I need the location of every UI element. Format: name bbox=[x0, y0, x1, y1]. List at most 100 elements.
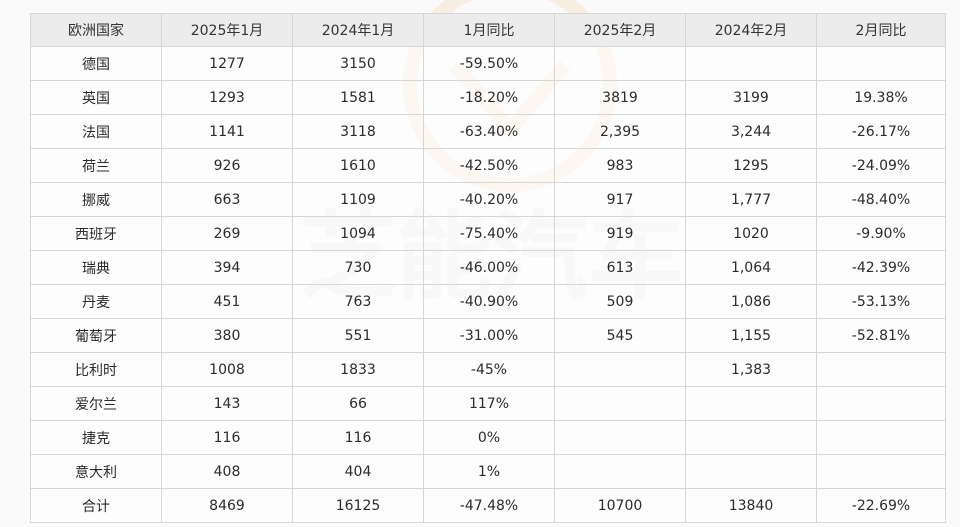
cell-2025-feb: 3819 bbox=[554, 80, 686, 115]
cell-2025-feb bbox=[554, 386, 686, 421]
cell-2024-jan: 1581 bbox=[292, 80, 424, 115]
cell-country: 法国 bbox=[30, 114, 162, 149]
table-row: 丹麦 451 763 -40.90% 509 1,086 -53.13% bbox=[30, 284, 946, 319]
sales-table: 欧洲国家 2025年1月 2024年1月 1月同比 2025年2月 2024年2… bbox=[30, 13, 946, 523]
cell-country: 挪威 bbox=[30, 182, 162, 217]
table-body: 德国 1277 3150 -59.50% 英国 1293 1581 -18.20… bbox=[30, 46, 946, 523]
cell-2024-feb: 1,777 bbox=[685, 182, 817, 217]
cell-2024-jan: 1109 bbox=[292, 182, 424, 217]
cell-2024-feb: 1295 bbox=[685, 148, 817, 183]
cell-2025-jan: 380 bbox=[161, 318, 293, 353]
cell-2025-feb: 613 bbox=[554, 250, 686, 285]
cell-feb-yoy bbox=[816, 352, 946, 387]
cell-2024-jan: 3150 bbox=[292, 46, 424, 81]
cell-feb-yoy: -9.90% bbox=[816, 216, 946, 251]
cell-2025-feb: 10700 bbox=[554, 488, 686, 523]
cell-2025-feb: 545 bbox=[554, 318, 686, 353]
cell-2024-jan: 730 bbox=[292, 250, 424, 285]
cell-2024-jan: 66 bbox=[292, 386, 424, 421]
cell-2024-feb: 1,086 bbox=[685, 284, 817, 319]
table-row: 德国 1277 3150 -59.50% bbox=[30, 46, 946, 81]
cell-feb-yoy: -53.13% bbox=[816, 284, 946, 319]
cell-jan-yoy: -59.50% bbox=[423, 46, 555, 81]
cell-2024-feb: 3199 bbox=[685, 80, 817, 115]
table-row: 意大利 408 404 1% bbox=[30, 454, 946, 489]
cell-jan-yoy: 117% bbox=[423, 386, 555, 421]
cell-jan-yoy: -40.20% bbox=[423, 182, 555, 217]
table-row: 法国 1141 3118 -63.40% 2,395 3,244 -26.17% bbox=[30, 114, 946, 149]
total-row: 合计 8469 16125 -47.48% 10700 13840 -22.69… bbox=[30, 488, 946, 523]
table-row: 挪威 663 1109 -40.20% 917 1,777 -48.40% bbox=[30, 182, 946, 217]
cell-feb-yoy bbox=[816, 386, 946, 421]
table-row: 捷克 116 116 0% bbox=[30, 420, 946, 455]
cell-jan-yoy: -40.90% bbox=[423, 284, 555, 319]
cell-2024-feb bbox=[685, 46, 817, 81]
cell-feb-yoy: -52.81% bbox=[816, 318, 946, 353]
table-row: 英国 1293 1581 -18.20% 3819 3199 19.38% bbox=[30, 80, 946, 115]
header-2024-jan: 2024年1月 bbox=[292, 13, 424, 47]
table-row: 葡萄牙 380 551 -31.00% 545 1,155 -52.81% bbox=[30, 318, 946, 353]
cell-2025-feb bbox=[554, 352, 686, 387]
cell-2024-jan: 551 bbox=[292, 318, 424, 353]
cell-country: 比利时 bbox=[30, 352, 162, 387]
cell-2024-jan: 404 bbox=[292, 454, 424, 489]
header-jan-yoy: 1月同比 bbox=[423, 13, 555, 47]
cell-feb-yoy: -22.69% bbox=[816, 488, 946, 523]
cell-2024-feb: 1,383 bbox=[685, 352, 817, 387]
cell-2024-jan: 16125 bbox=[292, 488, 424, 523]
cell-2024-feb: 3,244 bbox=[685, 114, 817, 149]
cell-country: 葡萄牙 bbox=[30, 318, 162, 353]
cell-2025-feb: 917 bbox=[554, 182, 686, 217]
cell-2025-jan: 408 bbox=[161, 454, 293, 489]
cell-country: 荷兰 bbox=[30, 148, 162, 183]
cell-2025-feb: 509 bbox=[554, 284, 686, 319]
cell-jan-yoy: -42.50% bbox=[423, 148, 555, 183]
header-feb-yoy: 2月同比 bbox=[816, 13, 946, 47]
cell-country: 西班牙 bbox=[30, 216, 162, 251]
cell-country: 意大利 bbox=[30, 454, 162, 489]
cell-2024-jan: 763 bbox=[292, 284, 424, 319]
table-header: 欧洲国家 2025年1月 2024年1月 1月同比 2025年2月 2024年2… bbox=[30, 13, 946, 47]
cell-feb-yoy: -48.40% bbox=[816, 182, 946, 217]
cell-feb-yoy bbox=[816, 420, 946, 455]
cell-feb-yoy: -26.17% bbox=[816, 114, 946, 149]
cell-2024-jan: 1610 bbox=[292, 148, 424, 183]
cell-2025-jan: 663 bbox=[161, 182, 293, 217]
cell-2024-feb: 1020 bbox=[685, 216, 817, 251]
cell-jan-yoy: -31.00% bbox=[423, 318, 555, 353]
cell-2025-feb bbox=[554, 454, 686, 489]
cell-2025-feb bbox=[554, 420, 686, 455]
cell-2025-jan: 143 bbox=[161, 386, 293, 421]
cell-jan-yoy: -18.20% bbox=[423, 80, 555, 115]
cell-feb-yoy: 19.38% bbox=[816, 80, 946, 115]
cell-2025-feb: 2,395 bbox=[554, 114, 686, 149]
cell-jan-yoy: -63.40% bbox=[423, 114, 555, 149]
cell-2025-feb bbox=[554, 46, 686, 81]
cell-2025-jan: 1141 bbox=[161, 114, 293, 149]
cell-2024-jan: 1094 bbox=[292, 216, 424, 251]
cell-country: 瑞典 bbox=[30, 250, 162, 285]
cell-jan-yoy: 0% bbox=[423, 420, 555, 455]
cell-2024-feb: 1,155 bbox=[685, 318, 817, 353]
cell-2025-feb: 983 bbox=[554, 148, 686, 183]
cell-2025-jan: 1277 bbox=[161, 46, 293, 81]
cell-country: 捷克 bbox=[30, 420, 162, 455]
table-row: 荷兰 926 1610 -42.50% 983 1295 -24.09% bbox=[30, 148, 946, 183]
cell-feb-yoy: -24.09% bbox=[816, 148, 946, 183]
cell-jan-yoy: -75.40% bbox=[423, 216, 555, 251]
cell-feb-yoy bbox=[816, 454, 946, 489]
cell-feb-yoy bbox=[816, 46, 946, 81]
table-row: 瑞典 394 730 -46.00% 613 1,064 -42.39% bbox=[30, 250, 946, 285]
cell-2025-jan: 926 bbox=[161, 148, 293, 183]
header-2025-jan: 2025年1月 bbox=[161, 13, 293, 47]
cell-jan-yoy: -46.00% bbox=[423, 250, 555, 285]
header-row: 欧洲国家 2025年1月 2024年1月 1月同比 2025年2月 2024年2… bbox=[30, 13, 946, 47]
cell-jan-yoy: 1% bbox=[423, 454, 555, 489]
cell-2024-feb bbox=[685, 420, 817, 455]
cell-2024-feb bbox=[685, 454, 817, 489]
header-2025-feb: 2025年2月 bbox=[554, 13, 686, 47]
cell-2024-feb bbox=[685, 386, 817, 421]
header-2024-feb: 2024年2月 bbox=[685, 13, 817, 47]
cell-2025-jan: 451 bbox=[161, 284, 293, 319]
